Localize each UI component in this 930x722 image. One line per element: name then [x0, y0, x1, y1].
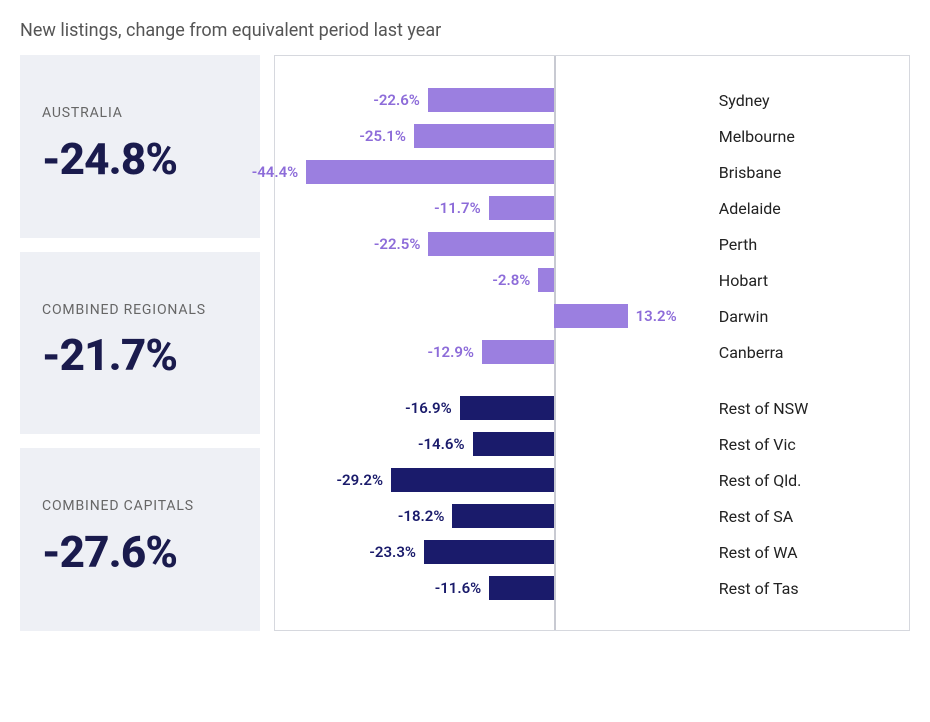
bar-value-label: -22.6%: [373, 82, 428, 118]
bar-name-label: Adelaide: [719, 190, 781, 226]
bar: [473, 432, 554, 456]
summary-card-value: -24.8%: [42, 133, 238, 185]
bar-name-label: Rest of SA: [719, 498, 793, 534]
bar-row: -18.2% Rest of SA: [275, 498, 909, 534]
bar-plot: -22.6% Sydney -25.1% Melbourne-44.4%Brisban…: [274, 55, 910, 631]
summary-cards: AUSTRALIA-24.8%COMBINED REGIONALS-21.7%C…: [20, 55, 260, 631]
bar-value-label: -44.4%: [252, 154, 307, 190]
bar-value-label: -29.2%: [337, 462, 392, 498]
bar-name-label: Rest of WA: [719, 534, 798, 570]
bar-name-label: Rest of Tas: [719, 570, 799, 606]
bar-name-label: Darwin: [719, 298, 769, 334]
bar-value-label: 13.2%: [628, 298, 677, 334]
bar-name-label: Rest of NSW: [719, 390, 809, 426]
bar-value-label: -12.9%: [427, 334, 482, 370]
bar-name-label: Hobart: [719, 262, 768, 298]
bar-name-label: Melbourne: [719, 118, 795, 154]
chart-wrap: AUSTRALIA-24.8%COMBINED REGIONALS-21.7%C…: [20, 55, 910, 631]
bar-name-label: Perth: [719, 226, 757, 262]
bar-row: 13.2% Darwin: [275, 298, 909, 334]
summary-card-value: -21.7%: [42, 329, 238, 381]
bar: [489, 196, 554, 220]
summary-card-label: COMBINED CAPITALS: [42, 497, 238, 516]
bar-rows: -22.6% Sydney -25.1% Melbourne-44.4%Brisban…: [275, 82, 909, 606]
bar-row: -12.9% Canberra: [275, 334, 909, 370]
bar: [424, 540, 554, 564]
bar-value-label: -18.2%: [398, 498, 453, 534]
bar: [489, 576, 554, 600]
bar-name-label: Brisbane: [719, 154, 782, 190]
bar-value-label: -2.8%: [492, 262, 538, 298]
bar: [414, 124, 554, 148]
bar-row: -44.4%Brisbane: [275, 154, 909, 190]
bar-name-label: Rest of Vic: [719, 426, 796, 462]
bar-value-label: -22.5%: [374, 226, 429, 262]
bar: [428, 232, 554, 256]
summary-card-value: -27.6%: [42, 526, 238, 578]
bar: [554, 304, 628, 328]
bar-value-label: -11.6%: [435, 570, 490, 606]
bar-value-label: -14.6%: [418, 426, 473, 462]
summary-card: COMBINED REGIONALS -21.7%: [20, 252, 260, 435]
bar-row: -29.2% Rest of Qld.: [275, 462, 909, 498]
bar: [306, 160, 554, 184]
summary-card: AUSTRALIA -24.8%: [20, 55, 260, 238]
bar: [428, 88, 554, 112]
bar-row: -11.6% Rest of Tas: [275, 570, 909, 606]
bar: [452, 504, 554, 528]
bar: [391, 468, 554, 492]
bar-value-label: -16.9%: [405, 390, 460, 426]
bar: [460, 396, 554, 420]
bar: [482, 340, 554, 364]
summary-card-label: AUSTRALIA: [42, 104, 238, 123]
bar-name-label: Rest of Qld.: [719, 462, 802, 498]
bar-name-label: Sydney: [719, 82, 770, 118]
bar-value-label: -11.7%: [434, 190, 489, 226]
summary-card: COMBINED CAPITALS -27.6%: [20, 448, 260, 631]
bar-row: -22.6% Sydney: [275, 82, 909, 118]
chart-title: New listings, change from equivalent per…: [20, 20, 910, 41]
bar-name-label: Canberra: [719, 334, 784, 370]
bar: [538, 268, 554, 292]
bar-row: -2.8% Hobart: [275, 262, 909, 298]
bar-row: -16.9% Rest of NSW: [275, 390, 909, 426]
bar-row: -11.7% Adelaide: [275, 190, 909, 226]
bar-row: -23.3% Rest of WA: [275, 534, 909, 570]
bar-value-label: -23.3%: [369, 534, 424, 570]
group-gap: [275, 370, 909, 390]
bar-row: -22.5% Perth: [275, 226, 909, 262]
bar-row: -25.1% Melbourne: [275, 118, 909, 154]
summary-card-label: COMBINED REGIONALS: [42, 301, 238, 320]
bar-value-label: -25.1%: [359, 118, 414, 154]
bar-row: -14.6% Rest of Vic: [275, 426, 909, 462]
